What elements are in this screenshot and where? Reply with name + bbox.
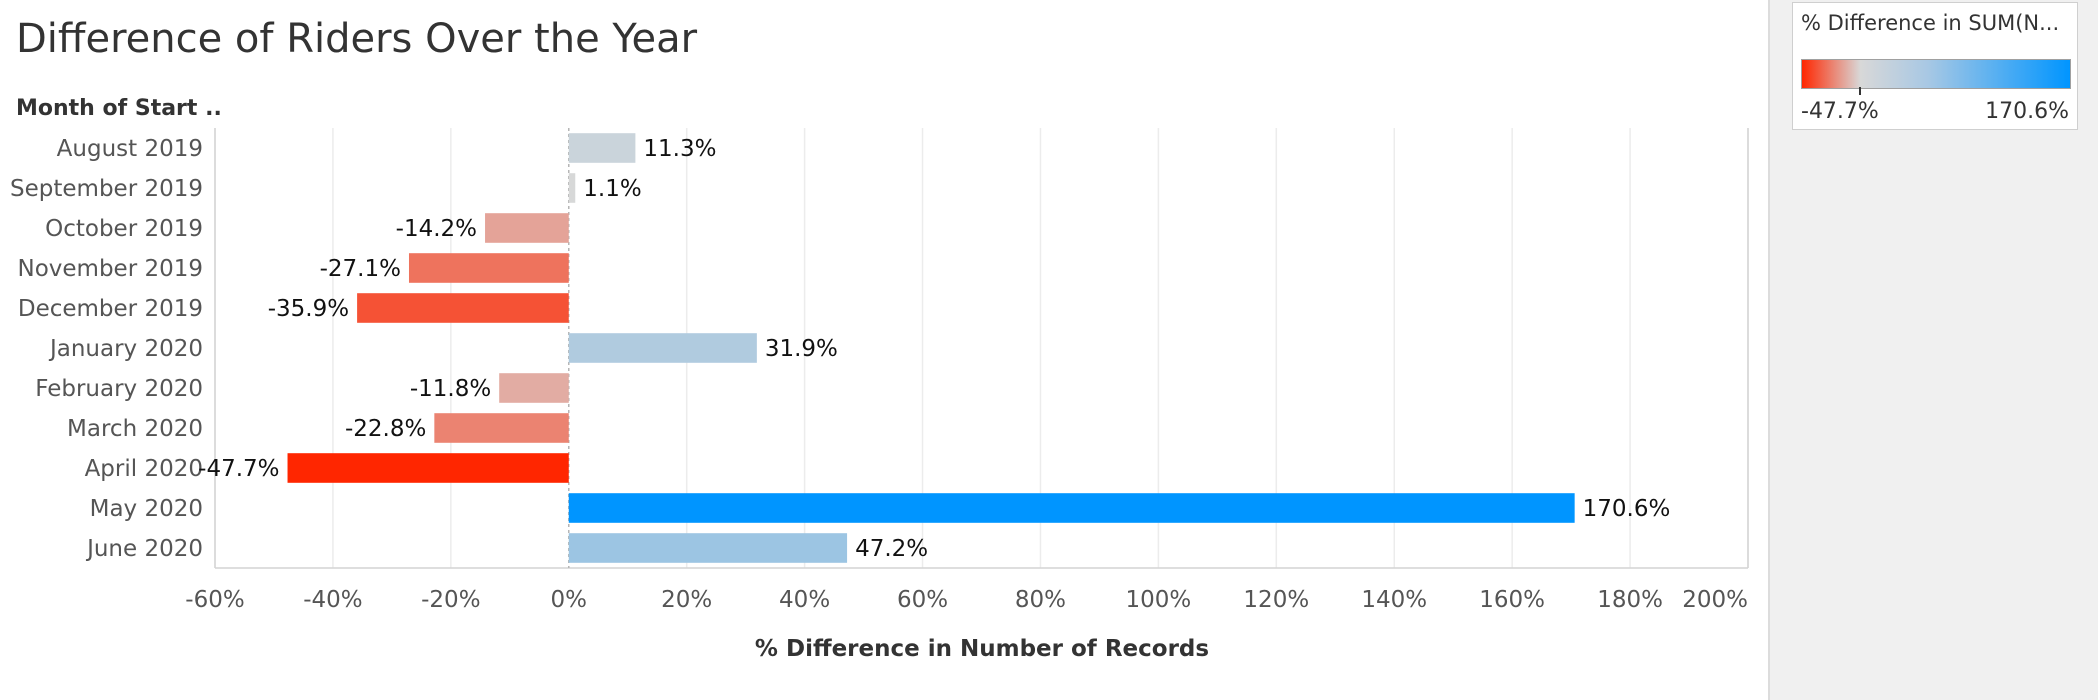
legend-color-gradient — [1801, 59, 2071, 89]
category-label[interactable]: February 2020 — [35, 376, 203, 402]
value-label: -14.2% — [396, 216, 477, 242]
value-label: -11.8% — [410, 376, 491, 402]
bar — [408, 253, 569, 283]
x-tick-label: -60% — [185, 587, 244, 613]
x-tick-label: 100% — [1126, 587, 1192, 613]
value-labels: 11.3%1.1% -14.2% -27.1% -35.9% 31.9% -11.8% -2… — [198, 136, 1670, 562]
chart-title: Difference of Riders Over the Year — [16, 16, 698, 62]
x-tick-label: 180% — [1597, 587, 1663, 613]
value-label: -27.1% — [320, 256, 401, 282]
x-tick-label: 40% — [779, 587, 830, 613]
value-label: -47.7% — [198, 456, 279, 482]
legend-zero-tick — [1858, 87, 1861, 95]
category-label[interactable]: March 2020 — [67, 416, 203, 442]
value-label: -22.8% — [345, 416, 426, 442]
bar — [568, 333, 757, 363]
category-label[interactable]: May 2020 — [90, 496, 203, 522]
x-tick-label: -40% — [303, 587, 362, 613]
x-tick-label: 20% — [661, 587, 712, 613]
bar — [287, 453, 569, 483]
bar — [568, 173, 576, 203]
x-tick-labels: -60% -40% -20% 0% 20% 40% 60% 80% 100% 120% 140% 16… — [185, 587, 1748, 613]
color-legend[interactable]: % Difference in SUM(N... -47.7% 170.6% — [1792, 2, 2078, 130]
value-label: 1.1% — [583, 176, 641, 202]
x-tick-label: 160% — [1479, 587, 1545, 613]
category-label[interactable]: September 2019 — [10, 176, 203, 202]
value-label: 11.3% — [643, 136, 716, 162]
bar — [485, 213, 569, 243]
bars-layer — [287, 133, 1575, 563]
bar — [568, 493, 1575, 523]
bar — [499, 373, 569, 403]
x-tick-label: 200% — [1682, 587, 1748, 613]
value-label: 170.6% — [1583, 496, 1671, 522]
bar-chart: August 2019 September 2019 October 2019 Nov… — [10, 128, 1749, 662]
x-tick-label: 80% — [1015, 587, 1066, 613]
x-tick-label: 140% — [1361, 587, 1427, 613]
value-label: 47.2% — [855, 536, 928, 562]
category-label[interactable]: December 2019 — [18, 296, 203, 322]
category-label[interactable]: January 2020 — [48, 336, 203, 362]
category-label[interactable]: April 2020 — [85, 456, 203, 482]
category-label[interactable]: June 2020 — [85, 536, 203, 562]
value-label: -35.9% — [268, 296, 349, 322]
category-labels: August 2019 September 2019 October 2019 Nov… — [10, 136, 203, 562]
x-axis-title: % Difference in Number of Records — [755, 636, 1209, 662]
x-tick-label: -20% — [421, 587, 480, 613]
x-tick-label: 60% — [897, 587, 948, 613]
legend-max-label: 170.6% — [1985, 99, 2069, 124]
bar — [357, 293, 569, 323]
x-tick-label: 120% — [1243, 587, 1309, 613]
bar — [434, 413, 569, 443]
legend-title: % Difference in SUM(N... — [1801, 11, 2060, 35]
bar — [568, 133, 636, 163]
value-label: 31.9% — [765, 336, 838, 362]
row-axis-header[interactable]: Month of Start .. — [16, 96, 222, 121]
bar — [568, 533, 848, 563]
legend-min-label: -47.7% — [1801, 99, 1879, 124]
x-tick-label: 0% — [551, 587, 588, 613]
category-label[interactable]: August 2019 — [57, 136, 203, 162]
category-label[interactable]: October 2019 — [45, 216, 203, 242]
category-label[interactable]: November 2019 — [18, 256, 204, 282]
